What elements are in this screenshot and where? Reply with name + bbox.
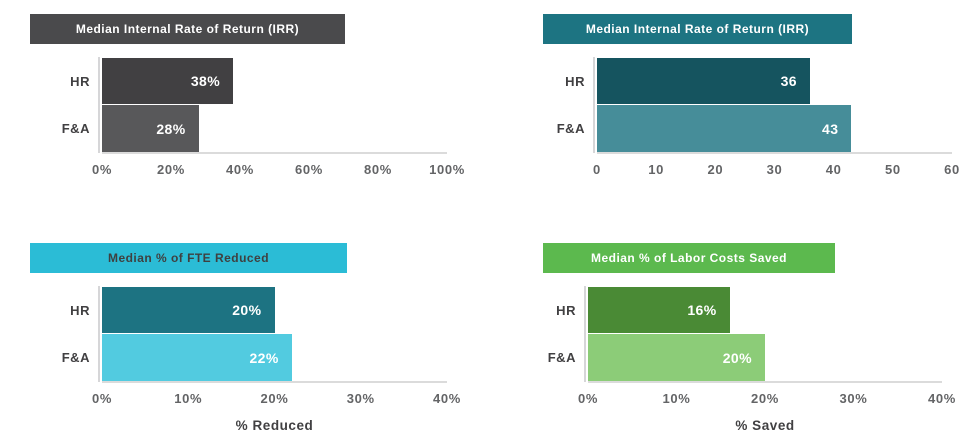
bar-hr: 38% <box>102 58 234 104</box>
bar-row: 22% <box>102 334 447 381</box>
chart-panel-labor-costs-saved: Median % of Labor Costs Saved HR F&A 16%… <box>490 224 980 447</box>
chart-panel-irr-teal: Median Internal Rate of Return (IRR) HR … <box>490 0 980 223</box>
x-tick-label: 30 <box>766 162 783 177</box>
category-label-fa: F&A <box>556 121 585 136</box>
bar-value-label: 36 <box>780 73 797 89</box>
bar-value-label: 22% <box>249 349 279 366</box>
y-axis-line <box>98 57 100 153</box>
x-tick-label: 40 <box>825 162 842 177</box>
x-tick-label: 10% <box>662 391 691 406</box>
y-axis-line <box>584 286 586 382</box>
bar-hr: 16% <box>588 287 730 333</box>
bar-fa: 28% <box>102 105 199 152</box>
x-tick-labels: 0% 10% 20% 30% 40% <box>578 391 955 409</box>
category-label-hr: HR <box>70 74 90 89</box>
x-tick-label: 40% <box>433 391 461 406</box>
bar-fa: 22% <box>102 334 292 381</box>
chart-panel-irr-gray: Median Internal Rate of Return (IRR) HR … <box>0 0 490 223</box>
chart-title: Median Internal Rate of Return (IRR) <box>30 14 345 44</box>
bar-value-label: 43 <box>821 120 839 137</box>
chart-title: Median % of FTE Reduced <box>30 243 347 273</box>
bar-value-label: 28% <box>156 120 186 137</box>
category-label-fa: F&A <box>547 350 576 365</box>
x-axis-title: % Reduced <box>235 418 314 433</box>
bar-hr: 20% <box>102 287 275 333</box>
y-axis-line <box>593 57 595 153</box>
bar-row: 16% <box>588 287 942 334</box>
category-label-hr: HR <box>556 303 576 318</box>
x-tick-label: 0 <box>593 162 601 177</box>
x-tick-label: 10% <box>174 391 203 406</box>
plot-area: 36 43 <box>597 58 952 152</box>
x-axis-line <box>588 381 942 383</box>
x-axis-title: % Saved <box>735 418 795 433</box>
bar-value-label: 20% <box>232 302 262 318</box>
plot-area: 20% 22% <box>102 287 447 381</box>
x-tick-label: 30% <box>839 391 868 406</box>
bar-row: 36 <box>597 58 952 105</box>
category-label-fa: F&A <box>61 350 90 365</box>
bar-hr: 36 <box>597 58 810 104</box>
x-tick-label: 20% <box>260 391 289 406</box>
x-tick-label: 0% <box>577 391 599 406</box>
x-tick-label: 40% <box>928 391 956 406</box>
chart-title: Median Internal Rate of Return (IRR) <box>543 14 852 44</box>
bar-value-label: 38% <box>190 73 221 89</box>
x-tick-label: 80% <box>364 162 392 177</box>
x-tick-label: 50 <box>884 162 901 177</box>
x-axis-line <box>102 381 447 383</box>
bar-value-label: 16% <box>687 302 717 318</box>
x-tick-label: 60 <box>944 162 960 177</box>
bar-fa: 20% <box>588 334 765 381</box>
category-label-fa: F&A <box>61 121 90 136</box>
x-tick-label: 100% <box>429 162 465 177</box>
x-tick-label: 20% <box>751 391 779 406</box>
x-tick-label: 30% <box>346 391 375 406</box>
plot-area: 38% 28% <box>102 58 447 152</box>
category-label-hr: HR <box>565 74 585 89</box>
bar-row: 20% <box>102 287 447 334</box>
chart-title: Median % of Labor Costs Saved <box>543 243 835 273</box>
x-tick-labels: 0% 20% 40% 60% 80% 100% <box>92 162 464 180</box>
x-tick-label: 20% <box>157 162 185 177</box>
bar-row: 38% <box>102 58 447 105</box>
x-tick-label: 0% <box>91 162 113 177</box>
x-tick-labels: 0% 10% 20% 30% 40% <box>92 391 460 409</box>
bar-row: 28% <box>102 105 447 152</box>
x-axis-line <box>102 152 447 154</box>
chart-panel-fte-reduced: Median % of FTE Reduced HR F&A 20% 22% 0… <box>0 224 490 447</box>
category-label-hr: HR <box>70 303 90 318</box>
x-tick-label: 40% <box>226 162 254 177</box>
x-tick-labels: 0 10 20 30 40 50 60 <box>593 162 959 180</box>
x-axis-line <box>597 152 952 154</box>
x-tick-label: 10 <box>648 162 665 177</box>
bar-row: 43 <box>597 105 952 152</box>
x-tick-label: 60% <box>295 162 323 177</box>
plot-area: 16% 20% <box>588 287 942 381</box>
bar-row: 20% <box>588 334 942 381</box>
bar-fa: 43 <box>597 105 852 152</box>
x-tick-label: 20 <box>707 162 724 177</box>
x-tick-label: 0% <box>91 391 113 406</box>
y-axis-line <box>98 286 100 382</box>
bar-value-label: 20% <box>722 349 752 366</box>
